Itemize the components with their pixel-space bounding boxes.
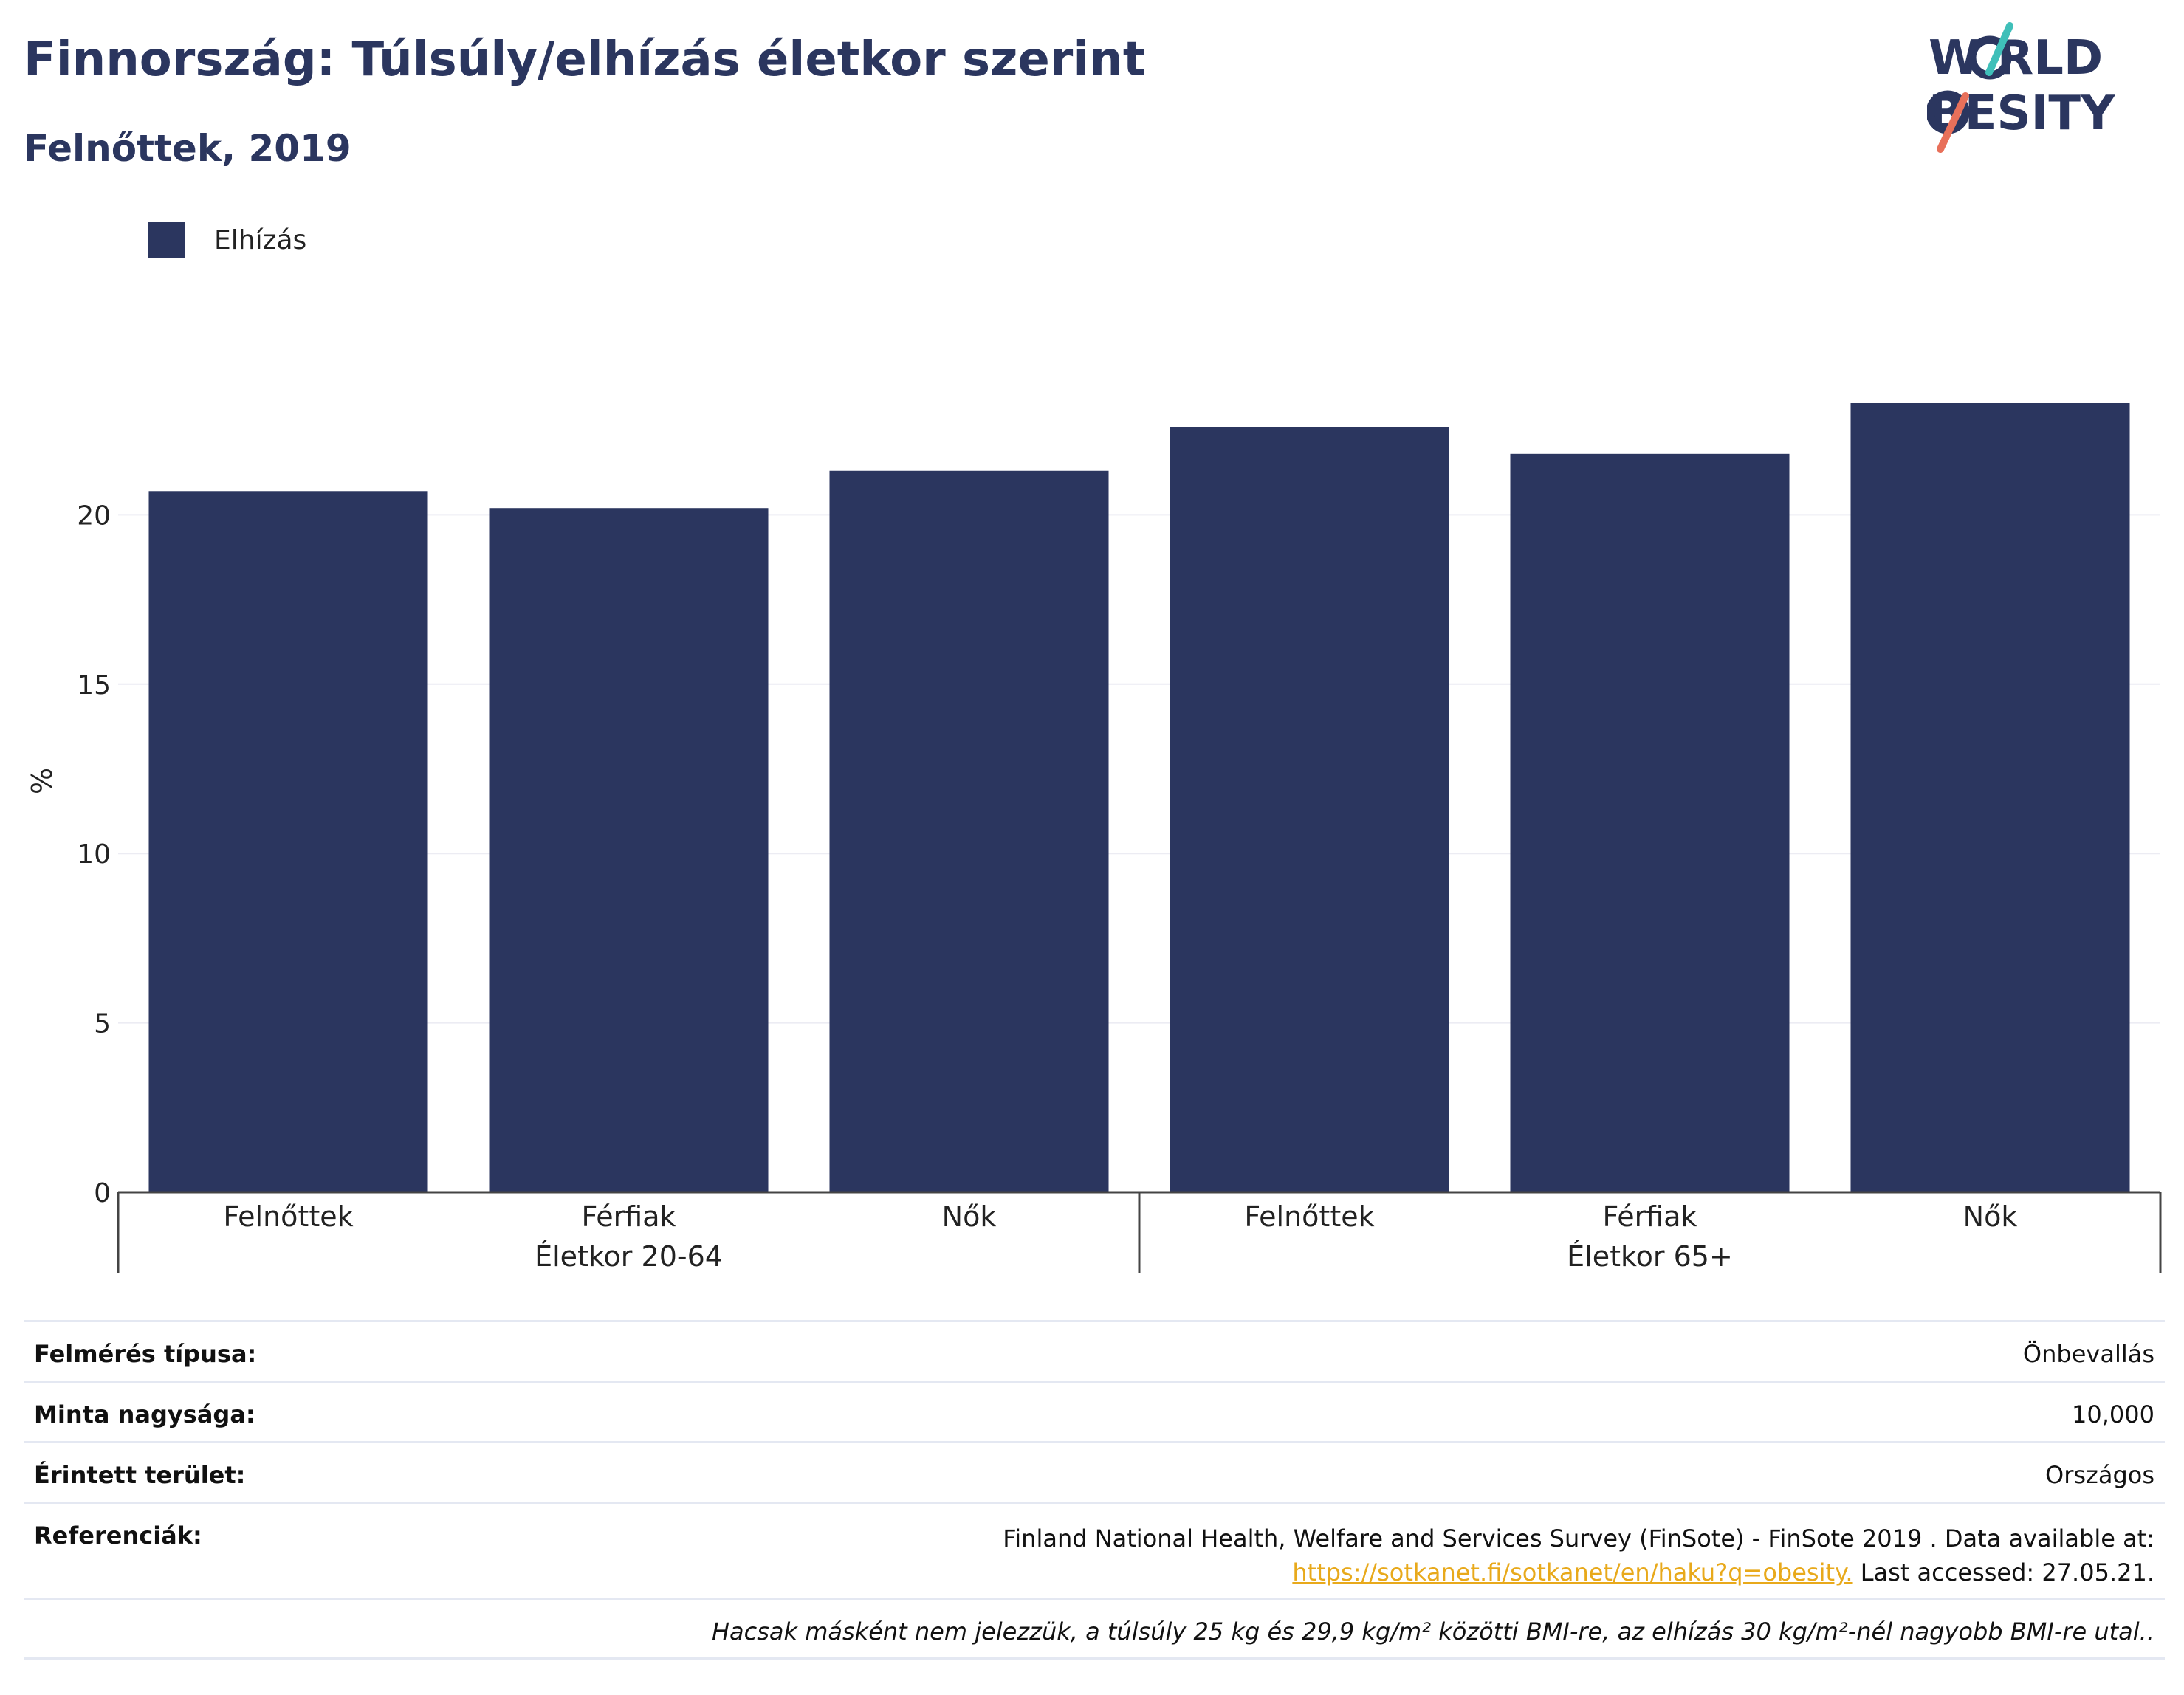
axes: 0 5 10 15 20 Felnőttek Férfiak Nők Felnőttek Férf… [77, 501, 2162, 1273]
x-tick-label: Nők [1963, 1200, 2018, 1233]
meta-row-survey-type: Felmérés típusa: Önbevallás [24, 1320, 2165, 1381]
page-title: Finnország: Túlsúly/elhízás életkor szer… [24, 32, 1146, 87]
bar [148, 491, 428, 1192]
x-group-label: Életkor 65+ [1567, 1240, 1733, 1273]
x-tick-label: Nők [942, 1200, 997, 1233]
y-axis-label: % [26, 768, 58, 794]
bar [1850, 402, 2130, 1192]
legend-label: Elhízás [214, 224, 307, 255]
references-source: Finland National Health, Welfare and Ser… [1003, 1524, 2154, 1553]
meta-value: 10,000 [2072, 1400, 2154, 1428]
survey-info-table: Felmérés típusa: Önbevallás Minta nagysá… [24, 1320, 2165, 1660]
meta-label: Referenciák: [34, 1522, 202, 1550]
x-tick-label: Felnőttek [223, 1200, 353, 1233]
x-group-label: Életkor 20-64 [535, 1240, 723, 1273]
x-tick-label: Felnőttek [1244, 1200, 1374, 1233]
references-link[interactable]: https://sotkanet.fi/sotkanet/en/haku?q=o… [1292, 1558, 1853, 1586]
meta-row-references: Referenciák: Finland National Health, We… [24, 1502, 2165, 1598]
meta-value: Országos [2045, 1461, 2154, 1489]
bar [1510, 453, 1790, 1192]
meta-label: Felmérés típusa: [34, 1340, 257, 1368]
meta-label: Érintett terület: [34, 1461, 246, 1489]
y-tick-label: 0 [94, 1178, 111, 1208]
y-tick-label: 20 [77, 501, 111, 531]
references-link-line: https://sotkanet.fi/sotkanet/en/haku?q=o… [1003, 1555, 2154, 1589]
y-tick-label: 15 [77, 670, 111, 701]
x-tick-label: Férfiak [581, 1200, 676, 1233]
gridlines [118, 514, 2160, 1024]
bars [148, 402, 2130, 1192]
chart-legend: Elhízás [148, 221, 306, 258]
x-tick-label: Férfiak [1602, 1200, 1697, 1233]
references-accessed: Last accessed: 27.05.21. [1852, 1558, 2154, 1586]
bar-chart: 0 5 10 15 20 Felnőttek Férfiak Nők Felnőttek Férf… [26, 402, 2162, 1273]
meta-label: Minta nagysága: [34, 1400, 255, 1428]
meta-row-area: Érintett terület: Országos [24, 1441, 2165, 1502]
bar [829, 470, 1109, 1192]
logo-slash-coral [1937, 92, 1969, 153]
y-tick-label: 10 [77, 839, 111, 870]
bar [489, 508, 769, 1192]
meta-row-sample-size: Minta nagysága: 10,000 [24, 1381, 2165, 1441]
references-text: Finland National Health, Welfare and Ser… [1003, 1522, 2154, 1589]
meta-value: Önbevallás [2022, 1340, 2154, 1368]
legend-swatch [148, 222, 185, 258]
y-tick-label: 5 [94, 1009, 111, 1039]
logo-line1: W RLD [1929, 31, 2103, 86]
definition-note: Hacsak másként nem jelezzük, a túlsúly 2… [711, 1617, 2154, 1646]
bar [1170, 427, 1449, 1192]
logo-slash-teal [1985, 22, 2013, 76]
meta-row-note: Hacsak másként nem jelezzük, a túlsúly 2… [24, 1598, 2165, 1660]
page-subtitle: Felnőttek, 2019 [24, 127, 351, 170]
world-obesity-logo: W RLD BESITY [1927, 22, 2115, 153]
